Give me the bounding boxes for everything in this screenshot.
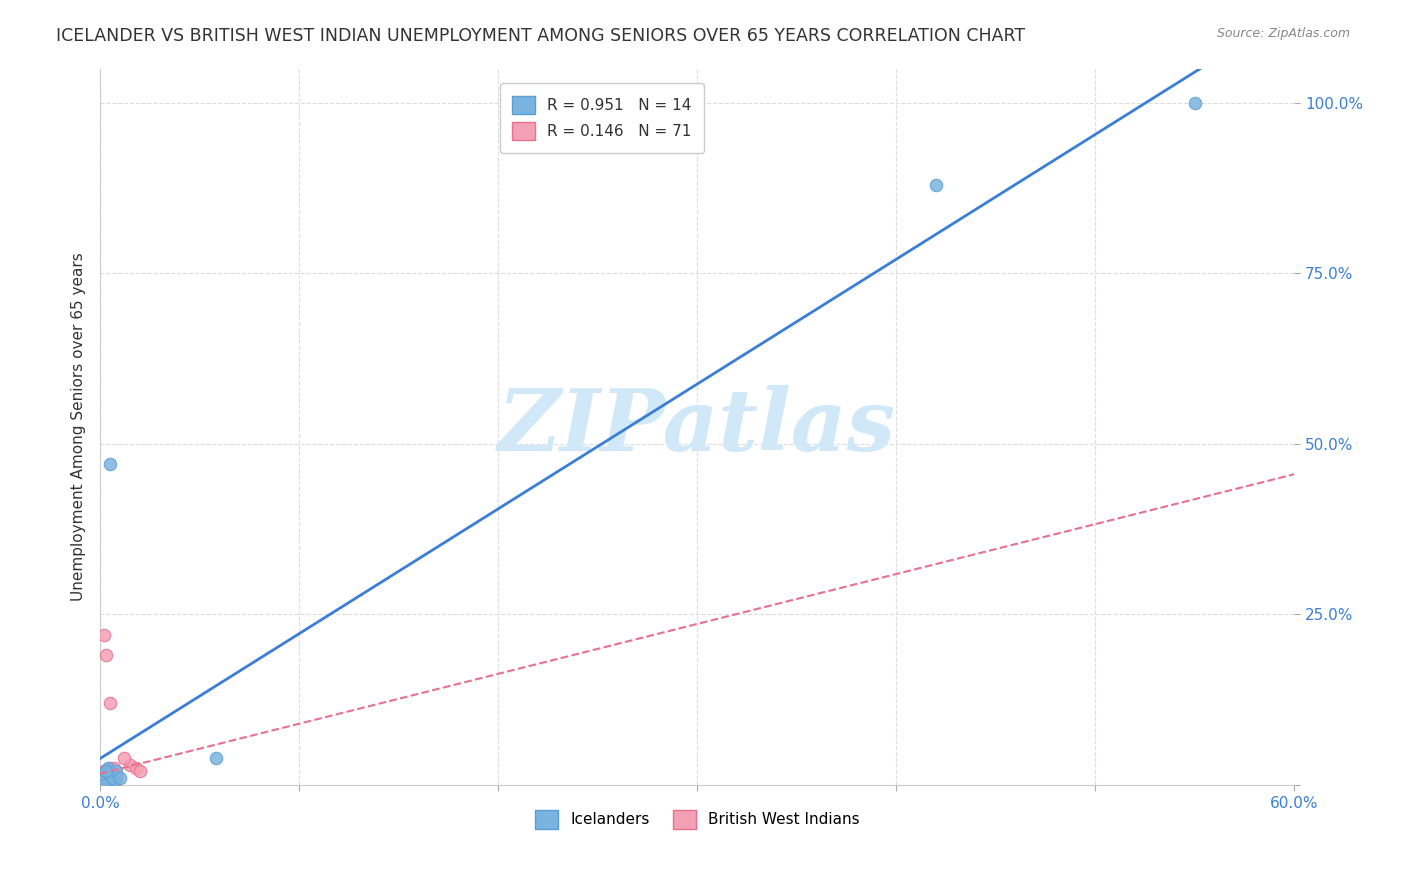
Point <box>93 771 115 785</box>
Point <box>118 757 141 772</box>
Point <box>91 774 114 789</box>
Point <box>105 771 128 785</box>
Point <box>91 774 114 789</box>
Point <box>91 774 114 789</box>
Point <box>91 771 114 785</box>
Y-axis label: Unemployment Among Seniors over 65 years: Unemployment Among Seniors over 65 years <box>72 252 86 601</box>
Point <box>94 764 117 779</box>
Point <box>91 774 114 789</box>
Point <box>105 764 128 779</box>
Point <box>94 764 117 779</box>
Point <box>93 768 115 782</box>
Point <box>91 774 114 789</box>
Point <box>105 768 128 782</box>
Point <box>94 771 117 785</box>
Point <box>97 764 120 779</box>
Point <box>129 764 152 779</box>
Point <box>94 764 117 779</box>
Point <box>94 771 117 785</box>
Point <box>925 178 948 192</box>
Point <box>91 774 114 789</box>
Point <box>93 771 115 785</box>
Point <box>91 771 114 785</box>
Point <box>98 761 121 775</box>
Text: ICELANDER VS BRITISH WEST INDIAN UNEMPLOYMENT AMONG SENIORS OVER 65 YEARS CORREL: ICELANDER VS BRITISH WEST INDIAN UNEMPLO… <box>56 27 1025 45</box>
Point <box>93 768 115 782</box>
Text: ZIPatlas: ZIPatlas <box>498 385 897 468</box>
Point <box>94 771 117 785</box>
Point <box>101 771 124 785</box>
Point <box>93 774 115 789</box>
Point <box>93 771 115 785</box>
Point <box>97 768 120 782</box>
Point <box>93 764 115 779</box>
Point <box>101 764 124 779</box>
Point <box>204 751 226 765</box>
Point <box>94 771 117 785</box>
Point <box>93 771 115 785</box>
Point <box>93 771 115 785</box>
Point <box>125 761 148 775</box>
Point <box>94 768 117 782</box>
Point <box>91 771 114 785</box>
Point <box>93 772 115 787</box>
Point <box>103 771 125 785</box>
Point <box>97 771 120 785</box>
Point <box>93 771 115 785</box>
Point <box>91 774 114 789</box>
Point <box>94 771 117 785</box>
Point <box>97 771 120 785</box>
Point <box>103 774 125 789</box>
Point <box>91 774 114 789</box>
Point <box>97 771 120 785</box>
Point <box>108 771 131 785</box>
Point <box>103 774 125 789</box>
Point <box>94 768 117 782</box>
Point <box>94 774 117 789</box>
Point <box>97 768 120 782</box>
Point <box>94 768 117 782</box>
Point <box>91 771 114 785</box>
Point <box>94 768 117 782</box>
Point <box>98 696 121 710</box>
Point <box>103 761 125 775</box>
Point <box>98 764 121 779</box>
Point <box>94 764 117 779</box>
Point <box>93 771 115 785</box>
Point <box>97 771 120 785</box>
Point <box>94 764 117 779</box>
Point <box>93 628 115 642</box>
Point <box>98 768 121 782</box>
Legend: Icelanders, British West Indians: Icelanders, British West Indians <box>529 804 866 835</box>
Point <box>91 774 114 789</box>
Point <box>94 648 117 663</box>
Point <box>91 771 114 785</box>
Point <box>91 774 114 789</box>
Point <box>94 768 117 782</box>
Point <box>1184 95 1206 110</box>
Point <box>91 768 114 782</box>
Text: Source: ZipAtlas.com: Source: ZipAtlas.com <box>1216 27 1350 40</box>
Point <box>98 458 121 472</box>
Point <box>93 768 115 782</box>
Point <box>101 771 124 785</box>
Point <box>112 751 135 765</box>
Point <box>97 761 120 775</box>
Point <box>93 771 115 785</box>
Point <box>91 772 114 787</box>
Point <box>98 774 121 789</box>
Point <box>93 771 115 785</box>
Point <box>98 768 121 782</box>
Point <box>93 778 115 792</box>
Point <box>97 764 120 779</box>
